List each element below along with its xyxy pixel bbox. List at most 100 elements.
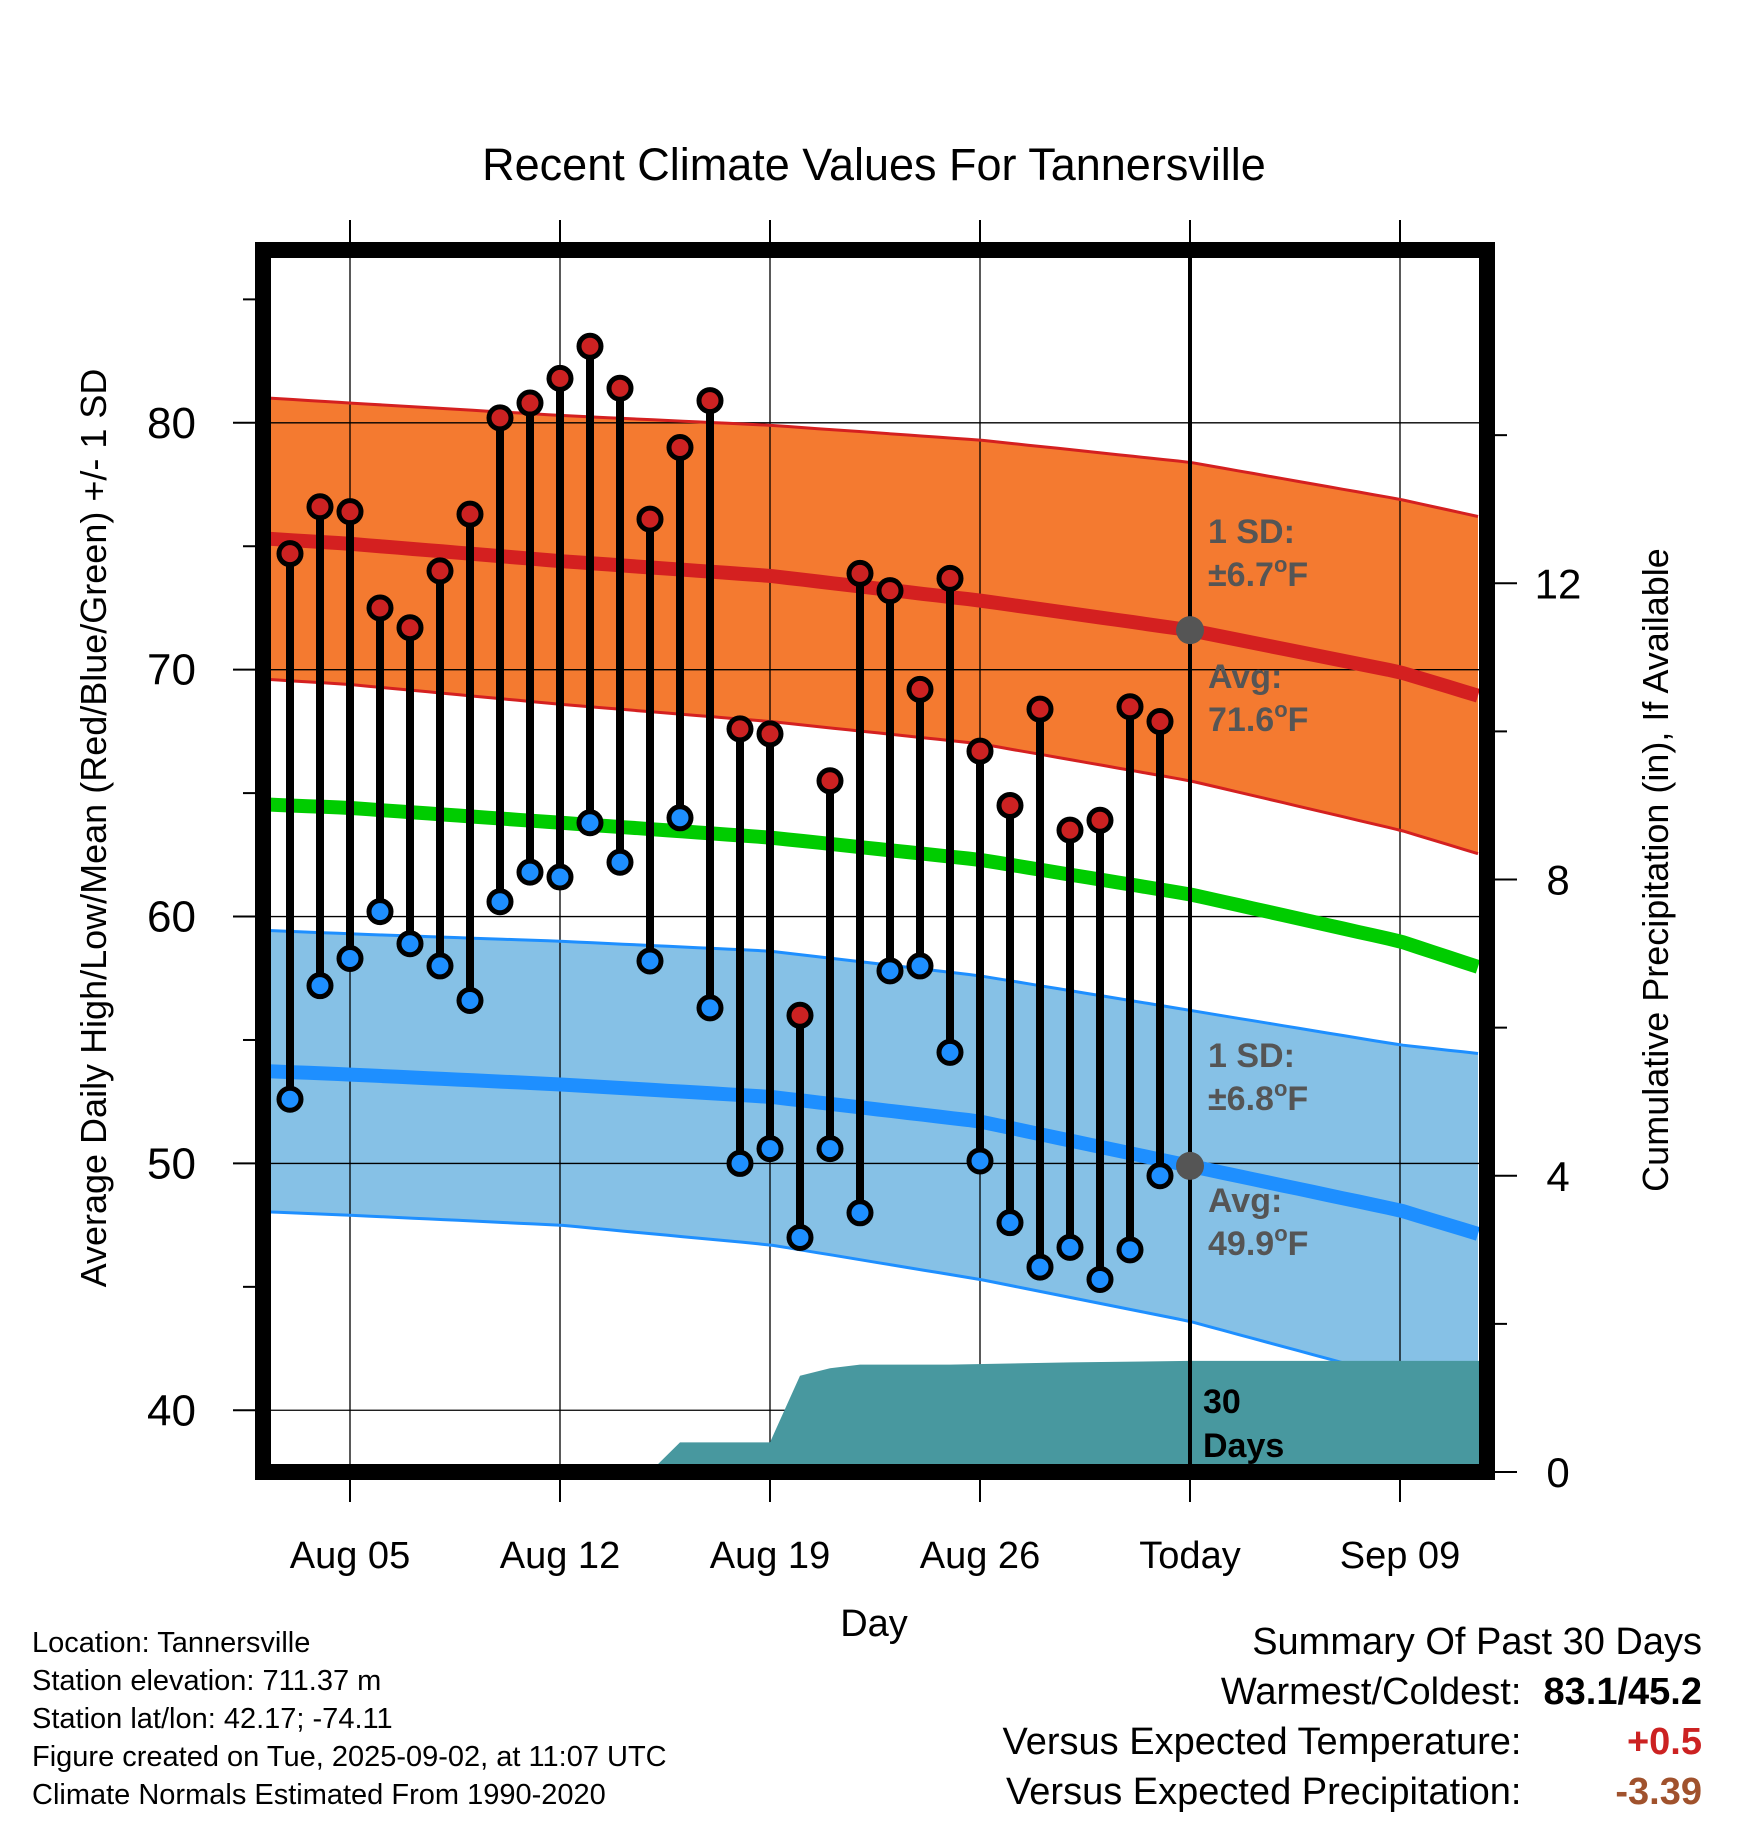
daily-low-marker bbox=[756, 1135, 784, 1163]
daily-high-marker bbox=[816, 767, 844, 795]
plot-frame bbox=[255, 242, 1495, 1480]
daily-high-marker bbox=[756, 720, 784, 748]
low-avg-label: Avg: bbox=[1208, 1182, 1282, 1220]
low-sd-upper-line bbox=[263, 928, 1479, 1055]
daily-low-marker bbox=[696, 994, 724, 1022]
daily-low-marker bbox=[726, 1149, 754, 1177]
warmest-coldest-value: 83.1/45.2 bbox=[1543, 1671, 1702, 1713]
warmest-coldest-label: Warmest/Coldest: bbox=[1220, 1671, 1522, 1713]
daily-low-marker bbox=[1086, 1265, 1114, 1293]
temperature-departure-label: Versus Expected Temperature: bbox=[1002, 1721, 1522, 1763]
station-info: Location: Tannersville Station elevation… bbox=[32, 1624, 667, 1814]
daily-low-marker bbox=[546, 863, 574, 891]
daily-high-marker bbox=[1116, 693, 1144, 721]
today-high-normal-marker bbox=[1176, 616, 1204, 645]
daily-high-marker bbox=[426, 557, 454, 585]
daily-low-marker bbox=[486, 888, 514, 916]
daily-low-marker bbox=[1116, 1236, 1144, 1264]
daily-low-marker bbox=[426, 952, 454, 980]
daily-high-marker bbox=[846, 559, 874, 587]
low-sd-label: 1 SD: bbox=[1208, 1037, 1295, 1075]
high-sd-lower-line bbox=[263, 677, 1479, 856]
low-sd-value: ±6.8oF bbox=[1208, 1076, 1308, 1118]
daily-high-marker bbox=[306, 493, 334, 521]
precipitation-departure-row: Versus Expected Precipitation: -3.39 bbox=[1003, 1767, 1702, 1817]
high-sd-upper-line bbox=[263, 396, 1479, 518]
temperature-departure-row: Versus Expected Temperature: +0.5 bbox=[1003, 1717, 1702, 1767]
high-avg-label: Avg: bbox=[1208, 658, 1282, 696]
daily-low-marker bbox=[1146, 1162, 1174, 1190]
low-avg-value: 49.9oF bbox=[1208, 1221, 1308, 1263]
y2-tick-label: 12 bbox=[1535, 560, 1582, 607]
daily-high-marker bbox=[996, 791, 1024, 819]
today-low-normal-marker bbox=[1176, 1151, 1204, 1180]
daily-high-marker bbox=[1086, 806, 1114, 834]
daily-high-marker bbox=[276, 540, 304, 568]
x-tick-label: Today bbox=[1139, 1535, 1240, 1577]
daily-low-marker bbox=[1026, 1253, 1054, 1281]
daily-high-marker bbox=[456, 500, 484, 528]
x-axis-label: Day bbox=[840, 1603, 908, 1645]
daily-low-marker bbox=[996, 1209, 1024, 1237]
y-tick-label: 60 bbox=[147, 893, 196, 942]
y2-tick-label: 8 bbox=[1546, 857, 1569, 904]
daily-low-marker bbox=[966, 1147, 994, 1175]
precipitation-departure-label: Versus Expected Precipitation: bbox=[1006, 1771, 1522, 1813]
created-text: Figure created on Tue, 2025-09-02, at 11… bbox=[32, 1741, 667, 1773]
daily-low-marker bbox=[606, 848, 634, 876]
x-tick-label: Aug 05 bbox=[290, 1535, 410, 1577]
low-sd-lower-line bbox=[263, 1210, 1479, 1399]
precipitation-departure-value: -3.39 bbox=[1615, 1771, 1702, 1813]
daily-high-marker bbox=[726, 715, 754, 743]
daily-high-marker bbox=[1056, 816, 1084, 844]
daily-high-marker bbox=[366, 594, 394, 622]
daily-low-marker bbox=[636, 947, 664, 975]
daily-high-marker bbox=[546, 364, 574, 392]
y-tick-label: 40 bbox=[147, 1386, 196, 1435]
daily-high-marker bbox=[516, 389, 544, 417]
high-avg-value: 71.6oF bbox=[1208, 697, 1308, 739]
y-tick-label: 80 bbox=[147, 399, 196, 448]
elevation-text: Station elevation: 711.37 m bbox=[32, 1665, 382, 1697]
daily-high-marker bbox=[1026, 695, 1054, 723]
daily-low-marker bbox=[816, 1135, 844, 1163]
daily-high-marker bbox=[606, 374, 634, 402]
daily-low-marker bbox=[846, 1199, 874, 1227]
summary-panel: Summary Of Past 30 Days Warmest/Coldest:… bbox=[1003, 1617, 1702, 1817]
normals-text: Climate Normals Estimated From 1990-2020 bbox=[32, 1779, 606, 1811]
daily-high-marker bbox=[396, 614, 424, 642]
daily-low-marker bbox=[336, 945, 364, 973]
latlon-text: Station lat/lon: 42.17; -74.11 bbox=[32, 1703, 393, 1735]
daily-low-marker bbox=[276, 1085, 304, 1113]
daily-low-marker bbox=[396, 930, 424, 958]
temperature-departure-value: +0.5 bbox=[1626, 1721, 1702, 1763]
high-sd-band bbox=[263, 397, 1478, 854]
daily-low-marker bbox=[306, 972, 334, 1000]
location-text: Location: Tannersville bbox=[32, 1627, 311, 1659]
daily-low-marker bbox=[1056, 1233, 1084, 1261]
plot-interior bbox=[263, 250, 1487, 1472]
daily-low-marker bbox=[876, 957, 904, 985]
x-tick-label: Aug 19 bbox=[710, 1535, 830, 1577]
daily-high-marker bbox=[696, 387, 724, 415]
daily-low-marker bbox=[366, 898, 394, 926]
daily-low-marker bbox=[456, 986, 484, 1014]
period-days-label: Days bbox=[1203, 1427, 1284, 1465]
y-tick-label: 50 bbox=[147, 1139, 196, 1188]
x-tick-label: Sep 09 bbox=[1340, 1535, 1460, 1577]
daily-high-marker bbox=[936, 564, 964, 592]
daily-high-marker bbox=[1146, 708, 1174, 736]
daily-high-marker bbox=[636, 505, 664, 533]
daily-low-marker bbox=[906, 952, 934, 980]
high-sd-value: ±6.7oF bbox=[1208, 552, 1308, 594]
y2-axis-label: Cumulative Precipitation (in), If Availa… bbox=[1635, 548, 1676, 1192]
x-tick-label: Aug 26 bbox=[920, 1535, 1040, 1577]
chart-title: Recent Climate Values For Tannersville bbox=[482, 139, 1266, 190]
y-tick-label: 70 bbox=[147, 646, 196, 695]
y2-tick-label: 4 bbox=[1546, 1153, 1569, 1200]
daily-low-marker bbox=[516, 858, 544, 886]
daily-low-marker bbox=[786, 1223, 814, 1251]
daily-high-marker bbox=[966, 737, 994, 765]
daily-high-marker bbox=[786, 1001, 814, 1029]
